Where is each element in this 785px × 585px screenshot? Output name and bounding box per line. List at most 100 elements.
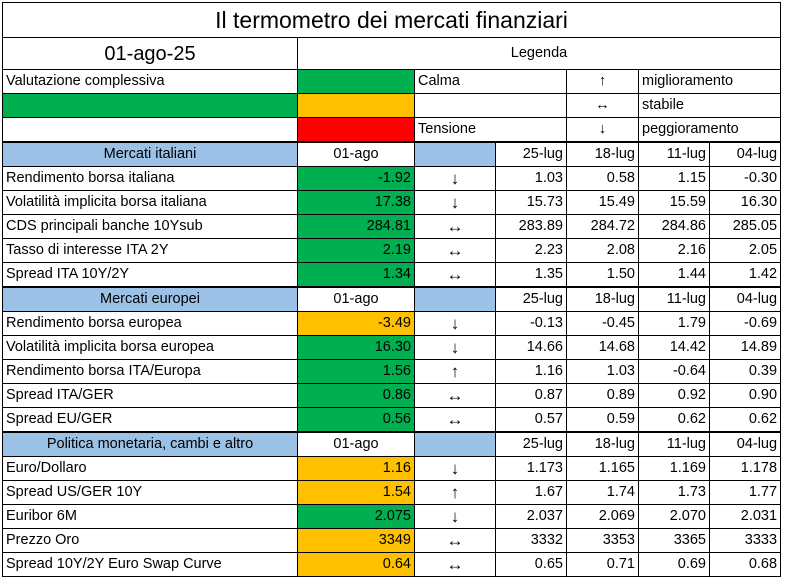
current-value: 17.38	[297, 190, 415, 215]
history-value: 0.57	[495, 407, 567, 433]
history-header: 25-lug	[495, 141, 567, 167]
section-title: Mercati italiani	[2, 141, 298, 167]
history-value: 3333	[708, 528, 782, 553]
trend-arrow-icon: ↓	[414, 335, 496, 360]
history-value: 0.65	[495, 552, 567, 577]
history-value: 283.89	[495, 214, 567, 239]
page-title: Il termometro dei mercati finanziari	[1, 2, 782, 38]
history-value: 0.68	[708, 552, 782, 577]
current-value: 284.81	[297, 214, 415, 239]
trend-arrow-icon: ↔	[414, 238, 496, 263]
history-value: 15.73	[495, 190, 567, 215]
table-row: Spread EU/GER 0.56 ↔ 0.57 0.59 0.62 0.62	[2, 407, 782, 433]
legend-swatch-red	[297, 117, 415, 143]
history-value: 1.16	[495, 359, 567, 384]
indicator-label: Euro/Dollaro	[2, 456, 298, 481]
history-value: 3353	[566, 528, 639, 553]
stable-arrow-icon: ↔	[566, 93, 639, 118]
table-row: CDS principali banche 10Ysub 284.81 ↔ 283.8…	[2, 214, 782, 239]
legend-row-tension: Tensione ↓ peggioramento	[2, 117, 782, 143]
indicator-label: Spread US/GER 10Y	[2, 480, 298, 505]
section-header-row: Politica monetaria, cambi e altro 01-ago 2…	[2, 431, 782, 457]
indicator-label: Spread EU/GER	[2, 407, 298, 433]
history-value: 1.50	[566, 262, 639, 288]
overall-label: Valutazione complessiva	[2, 69, 298, 94]
history-value: 0.62	[638, 407, 710, 433]
current-value: -1.92	[297, 166, 415, 191]
history-value: 284.72	[566, 214, 639, 239]
trend-arrow-icon: ↑	[414, 359, 496, 384]
legend-swatch-green	[297, 69, 415, 94]
history-header: 18-lug	[566, 286, 639, 312]
thermometer-sheet: Il termometro dei mercati finanziari 01-…	[1, 2, 782, 577]
history-value: 2.23	[495, 238, 567, 263]
history-value: 3332	[495, 528, 567, 553]
current-value: 0.56	[297, 407, 415, 433]
history-header: 11-lug	[638, 286, 710, 312]
trend-arrow-icon: ↔	[414, 552, 496, 577]
legend-title: Legenda	[296, 37, 782, 70]
indicator-label: Spread 10Y/2Y Euro Swap Curve	[2, 552, 298, 577]
section-title: Mercati europei	[2, 286, 298, 312]
legend-stable-label: stabile	[637, 93, 782, 118]
history-value: 0.92	[638, 383, 710, 408]
section-spacer	[414, 431, 496, 457]
history-value: 1.73	[638, 480, 710, 505]
history-value: 1.03	[566, 359, 639, 384]
history-value: 2.16	[638, 238, 710, 263]
date-row: 01-ago-25 Legenda	[2, 37, 782, 70]
history-value: 0.89	[566, 383, 639, 408]
table-row: Euribor 6M 2.075 ↓ 2.037 2.069 2.070 2.031	[2, 504, 782, 529]
history-value: -0.69	[708, 311, 782, 336]
legend-row-calm: Valutazione complessiva Calma ↑ migliora…	[2, 69, 782, 94]
history-value: 1.165	[566, 456, 639, 481]
legend-swatch-amber	[297, 93, 415, 118]
history-value: 0.39	[708, 359, 782, 384]
section-spacer	[414, 286, 496, 312]
history-value: 0.90	[708, 383, 782, 408]
indicator-label: Volatilità implicita borsa italiana	[2, 190, 298, 215]
history-value: 1.03	[495, 166, 567, 191]
overall-status-swatch	[2, 93, 298, 118]
section-title: Politica monetaria, cambi e altro	[2, 431, 298, 457]
current-value: 0.64	[297, 552, 415, 577]
current-value: 2.075	[297, 504, 415, 529]
trend-arrow-icon: ↔	[414, 214, 496, 239]
history-value: 1.35	[495, 262, 567, 288]
current-value: -3.49	[297, 311, 415, 336]
section-header-row: Mercati italiani 01-ago 25-lug 18-lug 11-lug…	[2, 141, 782, 167]
table-row: Spread ITA 10Y/2Y 1.34 ↔ 1.35 1.50 1.44 1.42	[2, 262, 782, 288]
indicator-label: Rendimento borsa europea	[2, 311, 298, 336]
history-header: 11-lug	[638, 141, 710, 167]
current-value: 1.34	[297, 262, 415, 288]
table-row: Spread 10Y/2Y Euro Swap Curve 0.64 ↔ 0.65 0.…	[2, 552, 782, 577]
current-value: 1.16	[297, 456, 415, 481]
indicator-label: Euribor 6M	[2, 504, 298, 529]
trend-arrow-icon: ↑	[414, 480, 496, 505]
table-row: Tasso di interesse ITA 2Y 2.19 ↔ 2.23 2.08 2.…	[2, 238, 782, 263]
history-value: 14.66	[495, 335, 567, 360]
table-row: Spread ITA/GER 0.86 ↔ 0.87 0.89 0.92 0.90	[2, 383, 782, 408]
history-value: 285.05	[708, 214, 782, 239]
legend-calm-label: Calma	[414, 69, 567, 94]
indicator-label: Tasso di interesse ITA 2Y	[2, 238, 298, 263]
current-date-header: 01-ago	[297, 141, 415, 167]
history-value: 2.037	[495, 504, 567, 529]
trend-arrow-icon: ↔	[414, 528, 496, 553]
title-row: Il termometro dei mercati finanziari	[1, 2, 782, 38]
section-spacer	[414, 141, 496, 167]
history-value: 14.89	[708, 335, 782, 360]
table-row: Rendimento borsa europea -3.49 ↓ -0.13 -0.45…	[2, 311, 782, 336]
table-row: Volatilità implicita borsa italiana 17.38…	[2, 190, 782, 215]
history-value: 1.42	[708, 262, 782, 288]
history-value: 0.87	[495, 383, 567, 408]
history-header: 18-lug	[566, 431, 639, 457]
history-value: 14.42	[638, 335, 710, 360]
indicator-label: Prezzo Oro	[2, 528, 298, 553]
history-value: 1.169	[638, 456, 710, 481]
history-header: 04-lug	[708, 431, 782, 457]
trend-arrow-icon: ↔	[414, 262, 496, 288]
legend-up-label: miglioramento	[637, 69, 782, 94]
history-value: 14.68	[566, 335, 639, 360]
indicator-label: Rendimento borsa italiana	[2, 166, 298, 191]
